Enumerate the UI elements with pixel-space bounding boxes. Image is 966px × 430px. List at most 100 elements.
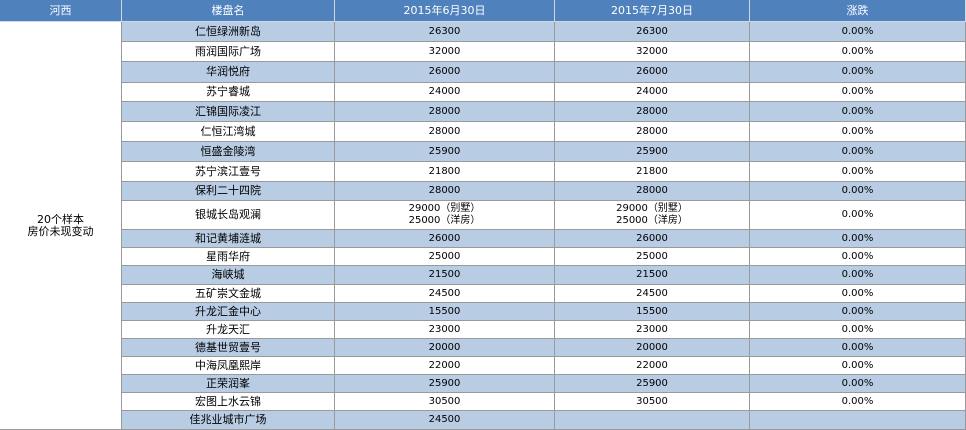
change: 0.00%: [841, 232, 874, 244]
change-cell: 0.00%: [750, 102, 966, 122]
price: 24500: [428, 287, 461, 299]
price-cell: 24500: [335, 411, 555, 430]
change: 0.00%: [841, 287, 874, 299]
price: 28000: [636, 125, 668, 137]
price: 24500: [636, 287, 668, 299]
price: 29000（别墅）: [616, 203, 688, 214]
header-text: 2015年7月30日: [611, 3, 693, 17]
header-text: 涨跌: [846, 3, 869, 17]
price: 15500: [636, 305, 668, 317]
name-cell: 苏宁睿城: [122, 83, 335, 102]
change-cell: 0.00%: [750, 321, 966, 339]
property-name: 银城长岛观澜: [195, 208, 261, 221]
change-cell: 0.00%: [750, 393, 966, 411]
change-cell: 0.00%: [750, 285, 966, 303]
change-cell: 0.00%: [750, 42, 966, 62]
change: 0.00%: [841, 125, 874, 137]
name-cell: 雨润国际广场: [122, 42, 335, 62]
price-cell: 15500: [555, 303, 750, 321]
name-cell: 海峡城: [122, 266, 335, 285]
price: 21800: [428, 165, 461, 177]
price: 28000: [636, 185, 668, 196]
price-cell: 21500: [555, 266, 750, 285]
price-cell: 20000: [335, 339, 555, 357]
header-cell: 涨跌: [750, 0, 966, 22]
price: 25900: [428, 377, 461, 389]
price: 24000: [428, 86, 461, 97]
change-cell: 0.00%: [750, 266, 966, 285]
price: 25000: [636, 250, 668, 262]
price-cell: 25900: [335, 142, 555, 162]
change: 0.00%: [841, 66, 874, 77]
header-text: 楼盘名: [211, 3, 245, 17]
name-cell: 德基世贸壹号: [122, 339, 335, 357]
property-name: 苏宁睿城: [206, 85, 250, 98]
name-cell: 仁恒绿洲新岛: [122, 22, 335, 42]
price-cell: 26000: [335, 230, 555, 248]
price-cell: 32000: [335, 42, 555, 62]
price: 28000: [428, 105, 461, 117]
price-cell: 21500: [335, 266, 555, 285]
price: 20000: [428, 341, 461, 353]
change: 0.00%: [841, 209, 874, 220]
change: 0.00%: [841, 250, 874, 262]
property-name: 中海凤凰熙岸: [195, 358, 261, 372]
change-cell: 0.00%: [750, 142, 966, 162]
price: 26000: [428, 232, 461, 244]
price-cell: 26300: [335, 22, 555, 42]
change: 0.00%: [841, 86, 874, 97]
property-name: 佳兆业城市广场: [189, 413, 267, 426]
price-cell: 25000: [555, 248, 750, 266]
change-cell: 0.00%: [750, 22, 966, 42]
price: 25000（洋房）: [616, 215, 688, 226]
property-name: 五矿崇文金城: [195, 286, 261, 300]
change-cell: 0.00%: [750, 357, 966, 375]
change-cell: 0.00%: [750, 248, 966, 266]
name-cell: 恒盛金陵湾: [122, 142, 335, 162]
change-cell: [750, 411, 966, 430]
price-cell: 28000: [555, 122, 750, 142]
change: 0.00%: [841, 105, 874, 117]
price: 32000: [636, 45, 668, 57]
name-cell: 五矿崇文金城: [122, 285, 335, 303]
price-cell: 29000（别墅） 25000（洋房）: [335, 201, 555, 230]
price-cell: 24000: [335, 83, 555, 102]
name-cell: 保利二十四院: [122, 182, 335, 201]
price: 30500: [636, 395, 668, 407]
price: 25900: [428, 145, 461, 157]
change: 0.00%: [841, 25, 874, 37]
price-cell: 28000: [335, 182, 555, 201]
name-cell: 苏宁滨江壹号: [122, 162, 335, 182]
price-cell: 25900: [555, 142, 750, 162]
header-text: 2015年6月30日: [403, 3, 486, 17]
price-cell: 30500: [555, 393, 750, 411]
price-cell: 28000: [335, 122, 555, 142]
price-cell: 26000: [555, 230, 750, 248]
change: 0.00%: [841, 185, 874, 196]
property-name: 海峡城: [211, 268, 245, 281]
price-cell: 28000: [555, 182, 750, 201]
price: 21800: [636, 165, 668, 177]
header-cell: 2015年7月30日: [555, 0, 750, 22]
price-cell: 26000: [555, 62, 750, 83]
change-cell: 0.00%: [750, 303, 966, 321]
property-name: 升龙汇金中心: [195, 304, 261, 318]
change: 0.00%: [841, 165, 874, 177]
name-cell: 华润悦府: [122, 62, 335, 83]
price-cell: 25900: [555, 375, 750, 393]
price-cell: 20000: [555, 339, 750, 357]
price: 21500: [428, 269, 461, 280]
price: 24000: [636, 86, 668, 97]
name-cell: 星雨华府: [122, 248, 335, 266]
property-name: 保利二十四院: [195, 184, 261, 197]
price: 30500: [428, 395, 461, 407]
property-name: 苏宁滨江壹号: [195, 164, 261, 178]
header-cell: 河西: [0, 0, 122, 22]
price: 25000: [428, 250, 461, 262]
property-name: 华润悦府: [206, 65, 250, 78]
price: 28000: [428, 185, 461, 196]
name-cell: 汇锦国际凌江: [122, 102, 335, 122]
price-cell: 24500: [335, 285, 555, 303]
price-cell: 15500: [335, 303, 555, 321]
property-name: 正荣润峯: [206, 376, 250, 390]
